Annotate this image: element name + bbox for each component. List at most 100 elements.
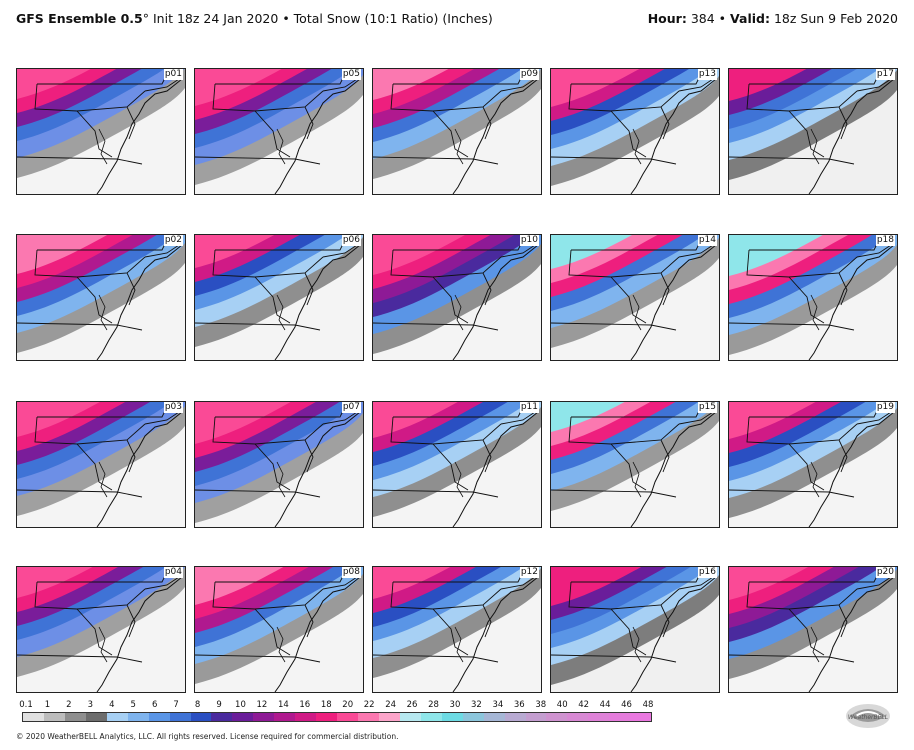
valid-label: Valid: [730,11,770,26]
map-title: GFS Ensemble 0.5° Init 18z 24 Jan 2020 •… [16,11,493,26]
legend-tick-label: 38 [535,700,547,710]
legend-tick-label: 32 [470,700,482,710]
snowfall-map [729,402,897,527]
legend-swatch [399,713,421,721]
ensemble-member-panel: p05 [194,68,364,195]
ensemble-member-panel: p12 [372,566,542,693]
model-name: GFS Ensemble 0.5 [16,11,143,26]
legend-swatch [232,713,254,721]
panel-member-label: p20 [875,567,895,578]
legend-tick-label: 20 [342,700,354,710]
snowfall-map [551,69,719,194]
legend-swatch [483,713,505,721]
panel-member-label: p19 [875,402,895,413]
ensemble-member-panel: p01 [16,68,186,195]
ensemble-panel-grid: p01 p05 p09 p13 p17 p02 p06 p10 p14 p18 p03 p07 p11 p… [16,68,898,693]
snowfall-map [729,69,897,194]
panel-member-label: p01 [163,69,183,80]
ensemble-member-panel: p19 [728,401,898,528]
legend-swatch [127,713,149,721]
legend-tick-label: 8 [194,700,201,710]
ensemble-member-panel: p04 [16,566,186,693]
panel-member-label: p10 [519,235,539,246]
panel-member-label: p06 [341,235,361,246]
legend-tick-label: 42 [578,700,590,710]
snowfall-map [373,235,541,360]
snowfall-map [195,69,363,194]
logo-swirl-icon [846,704,890,728]
legend-swatch [23,713,44,721]
snowfall-map [17,402,185,527]
init-time: Init 18z 24 Jan 2020 [152,11,279,26]
snowfall-map [373,567,541,692]
legend-tick-label: 26 [406,700,418,710]
panel-member-label: p07 [341,402,361,413]
hour-value: 384 [690,11,715,26]
snowfall-map [195,235,363,360]
panel-member-label: p14 [697,235,717,246]
ensemble-member-panel: p17 [728,68,898,195]
snowfall-map [17,235,185,360]
copyright-text: © 2020 WeatherBELL Analytics, LLC. All r… [16,732,399,741]
ensemble-member-panel: p13 [550,68,720,195]
snowfall-map [729,235,897,360]
valid-separator: • [718,11,727,26]
ensemble-member-panel: p07 [194,401,364,528]
snowfall-map [17,567,185,692]
ensemble-member-panel: p10 [372,234,542,361]
legend-tick-label: 12 [256,700,268,710]
legend-swatch [64,713,86,721]
legend-tick-label: 48 [642,700,654,710]
ensemble-member-panel: p03 [16,401,186,528]
panel-member-label: p02 [163,235,183,246]
legend-swatch [630,713,652,721]
legend-tick-label: 22 [363,700,375,710]
legend-swatch [504,713,526,721]
legend-swatch [274,713,296,721]
legend-tick-label: 4 [109,700,115,710]
valid-value: 18z Sun 9 Feb 2020 [773,11,898,26]
panel-member-label: p16 [697,567,717,578]
panel-member-label: p17 [875,69,895,80]
panel-member-label: p11 [519,402,539,413]
logo-text: WeatherBELL [847,714,889,721]
legend-tick-label: 30 [449,700,461,710]
legend-swatch [378,713,400,721]
legend-swatch [85,713,107,721]
legend-swatch [295,713,317,721]
snowfall-map [373,69,541,194]
panel-member-label: p09 [519,69,539,80]
legend-swatch [420,713,442,721]
panel-member-label: p05 [341,69,361,80]
legend-tick-label: 46 [621,700,632,710]
panel-member-label: p03 [163,402,183,413]
ensemble-member-panel: p02 [16,234,186,361]
panel-member-label: p18 [875,235,895,246]
legend-swatch [148,713,170,721]
hour-label: Hour: [647,11,687,26]
panel-member-label: p13 [697,69,717,80]
snowfall-map [729,567,897,692]
snowfall-map [17,69,185,194]
legend-swatch [211,713,233,721]
degree-symbol: ° [142,11,149,26]
ensemble-member-panel: p06 [194,234,364,361]
snowfall-map [373,402,541,527]
snowfall-map [551,567,719,692]
legend-tick-label: 40 [556,700,568,710]
legend-tick-label: 1 [44,700,51,710]
ensemble-member-panel: p11 [372,401,542,528]
snow-legend: 0.1 1 2 3 4 5 6 7 8 9 10 12 14 16 18 20 22 24 26 28 30 32 34 36… [19,700,654,730]
snowfall-map [195,402,363,527]
legend-swatch [609,713,631,721]
legend-labels: 0.1 1 2 3 4 5 6 7 8 9 10 12 14 16 18 20 22 24 26 28 30 32 34 36… [19,700,654,712]
legend-swatch [567,713,589,721]
weatherbell-logo: WeatherBELL [838,698,898,738]
legend-tick-label: 24 [385,700,397,710]
legend-swatch [546,713,568,721]
title-separator: • [282,11,290,26]
legend-tick-label: 5 [130,700,136,710]
legend-tick-label: 7 [173,700,179,710]
snowfall-map [551,235,719,360]
legend-tick-label: 18 [320,700,332,710]
